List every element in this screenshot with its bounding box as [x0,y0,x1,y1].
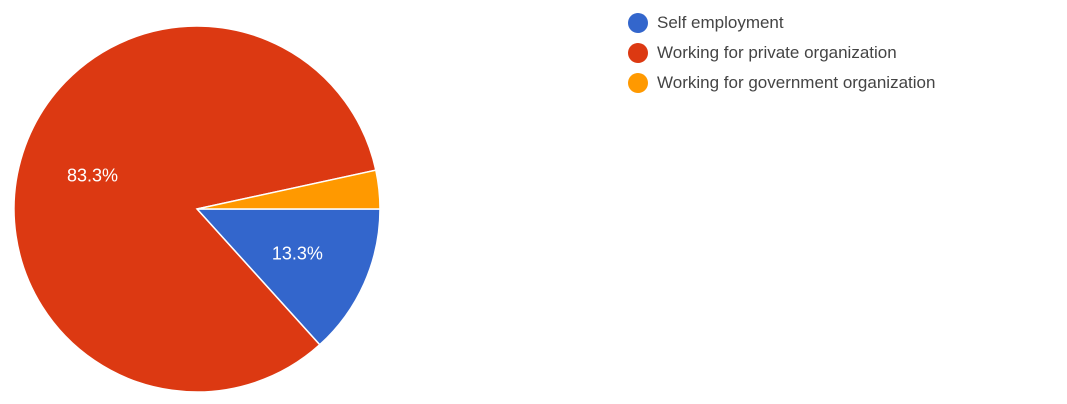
legend-label-self-employment: Self employment [657,13,784,32]
slice-label-self-employment: 13.3% [272,244,323,264]
legend-swatch-government-organization [628,73,648,93]
chart-legend: Self employment Working for private orga… [628,8,935,98]
pie-slice-government-organization[interactable] [196,169,381,210]
pie-chart: 13.3% 83.3% [13,25,381,393]
legend-label-government-organization: Working for government organization [657,73,936,92]
pie-slice-self-employment[interactable] [195,208,381,346]
legend-item-private-organization[interactable]: Working for private organization [628,38,935,68]
slice-label-private-organization: 83.3% [67,165,118,185]
legend-item-self-employment[interactable]: Self employment [628,8,935,38]
legend-item-government-organization[interactable]: Working for government organization [628,68,935,98]
legend-label-private-organization: Working for private organization [657,43,897,62]
legend-swatch-self-employment [628,13,648,33]
pie-slice-private-organization[interactable] [13,25,377,393]
legend-swatch-private-organization [628,43,648,63]
